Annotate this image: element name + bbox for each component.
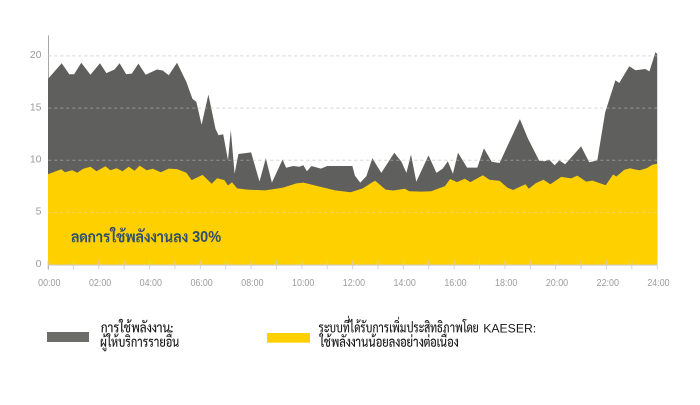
svg-text:15: 15 [30, 101, 42, 113]
svg-text:KAESER:: KAESER: [483, 321, 536, 335]
svg-text:24:00: 24:00 [647, 278, 670, 289]
svg-text:10: 10 [30, 153, 42, 165]
svg-text:06:00: 06:00 [190, 278, 213, 289]
svg-text:5: 5 [36, 206, 42, 218]
svg-text:14:00: 14:00 [394, 278, 417, 289]
svg-text:04:00: 04:00 [140, 278, 163, 289]
svg-text:20:00: 20:00 [546, 278, 569, 289]
svg-text:18:00: 18:00 [495, 278, 518, 289]
svg-text:02:00: 02:00 [89, 278, 112, 289]
svg-text:12:00: 12:00 [343, 278, 366, 289]
svg-text:00:00: 00:00 [38, 278, 61, 289]
svg-text:08:00: 08:00 [241, 278, 264, 289]
svg-text:0: 0 [36, 258, 42, 270]
svg-text:30%: 30% [192, 229, 221, 246]
svg-text:10:00: 10:00 [292, 278, 315, 289]
svg-text:22:00: 22:00 [597, 278, 620, 289]
svg-text:20: 20 [30, 49, 42, 61]
svg-text:16:00: 16:00 [444, 278, 467, 289]
